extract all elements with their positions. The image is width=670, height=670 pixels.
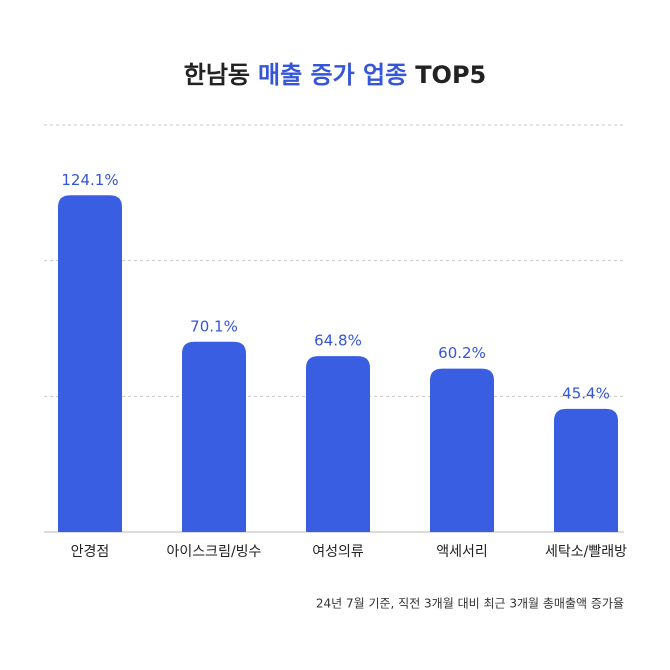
title-highlight: 매출 증가 업종: [258, 61, 407, 89]
x-tick-label: 세탁소/빨래방: [545, 544, 627, 560]
value-label: 124.1%: [61, 171, 118, 189]
value-label: 64.8%: [314, 332, 362, 350]
bar: [182, 341, 246, 532]
x-tick-label: 액세서리: [436, 544, 488, 560]
footnote: 24년 7월 기준, 직전 3개월 대비 최근 3개월 총매출액 증가율: [316, 597, 624, 611]
value-label: 70.1%: [190, 317, 238, 335]
bar: [554, 408, 618, 532]
x-tick-label: 아이스크림/빙수: [167, 544, 262, 560]
value-label: 60.2%: [438, 344, 486, 362]
value-label: 45.4%: [562, 384, 610, 402]
bar: [306, 356, 370, 532]
bar: [430, 368, 494, 532]
x-tick-label: 여성의류: [312, 544, 364, 560]
title-part: TOP5: [415, 61, 486, 89]
chart-title: 한남동 매출 증가 업종 TOP5: [184, 61, 487, 89]
title-part: 한남동: [184, 61, 250, 89]
x-tick-label: 안경점: [71, 544, 110, 560]
bar: [58, 195, 122, 532]
